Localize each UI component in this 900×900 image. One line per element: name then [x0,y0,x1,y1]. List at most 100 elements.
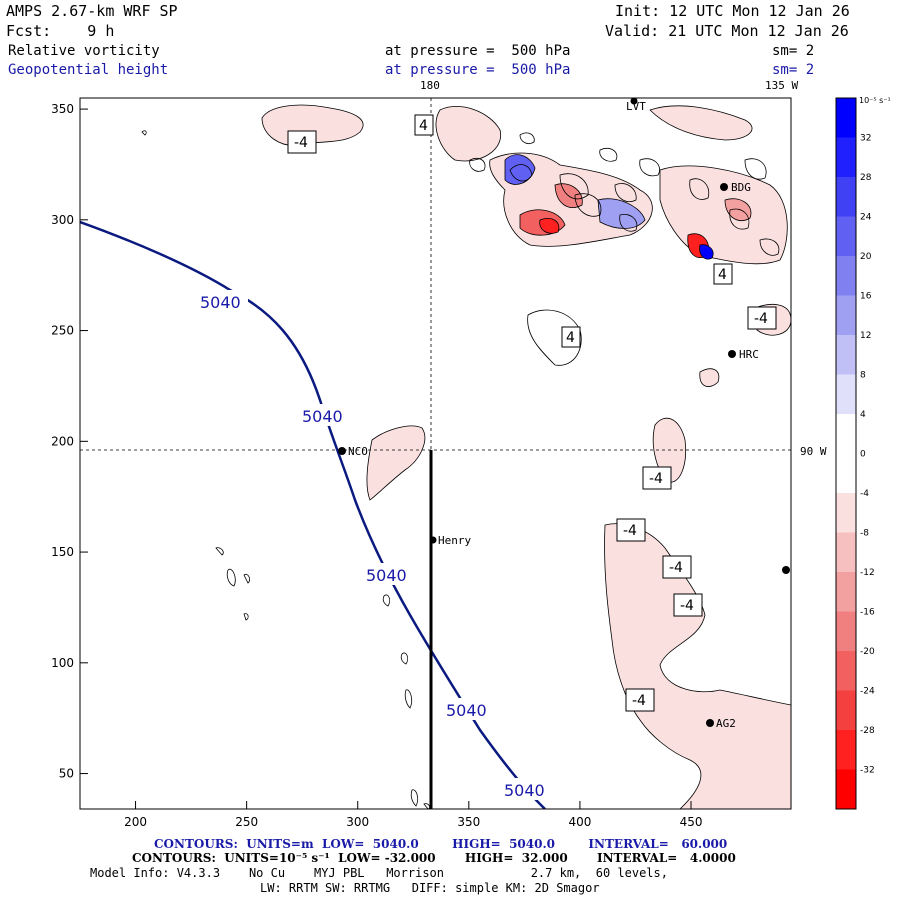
height-contour-5040 [80,220,546,809]
colorbar: 32 28 24 20 16 12 8 4 0 -4 -8 -12 -16 -20 -24 -28 -32 [835,97,875,810]
colorbar-swatch [836,730,856,770]
station-label-henry: Henry [438,534,471,547]
colorbar-tick-label: 8 [860,371,866,381]
station-label-nco: NCO [348,445,368,458]
colorbar-swatch [836,335,856,375]
station-label-lvt: LVT [626,100,646,113]
vorticity-label: -4 [754,311,768,327]
colorbar-swatch [836,769,856,810]
vorticity-region [435,106,501,162]
colorbar-swatch [836,374,856,415]
vorticity-region [604,523,791,809]
station-marker-bdg [720,183,728,191]
y-tick-label: 200 [51,434,74,448]
colorbar-frame [835,97,857,810]
x-tick-label: 250 [235,815,258,829]
y-tick-label: 50 [59,767,74,781]
station-marker-hrc [728,350,736,358]
valid-time: Valid: 21 UTC Mon 12 Jan 26 [605,22,849,40]
lon-label-135w: 135 W [765,79,799,92]
colorbar-swatch [836,611,856,652]
colorbar-tick-label: 16 [860,292,872,302]
y-tick-label: 150 [51,545,74,559]
colorbar-swatch [836,690,856,731]
colorbar-tick-label: 24 [860,213,872,223]
y-axis: 350 300 250 200 150 100 50 [51,102,88,781]
y-tick-label: 100 [51,656,74,670]
colorbar-swatch [836,532,856,573]
footer-physics: LW: RRTM SW: RRTMG DIFF: simple KM: 2D S… [260,881,600,895]
colorbar-swatch [836,572,856,612]
vorticity-label: -4 [623,523,637,539]
colorbar-swatch [836,651,856,691]
x-tick-label: 350 [457,815,480,829]
colorbar-tick-label: -20 [860,647,875,657]
forecast-hour: Fcst: 9 h [6,22,115,40]
vorticity-label: 4 [718,267,727,283]
colorbar-tick-label: -24 [860,687,875,697]
colorbar-tick-label: 0 [860,450,866,460]
vorticity-label: 4 [419,118,428,134]
field2-level: at pressure = 500 hPa [385,62,571,78]
init-time: Init: 12 UTC Mon 12 Jan 26 [615,2,850,20]
y-tick-label: 350 [51,102,74,116]
colorbar-swatch [836,414,856,454]
contour-label: 5040 [302,407,343,426]
station-marker-henry [429,536,437,544]
x-tick-label: 200 [124,815,147,829]
vorticity-label: -4 [669,560,683,576]
colorbar-swatch [836,295,856,336]
field2-name: Geopotential height [8,62,169,78]
vorticity-label: -4 [680,598,694,614]
vorticity-label: -4 [294,135,308,151]
colorbar-tick-label: -16 [860,608,875,618]
colorbar-tick-label: -12 [860,568,875,578]
station-marker-edge [782,566,790,574]
vorticity-region [527,309,582,366]
colorbar-swatch [836,98,856,138]
colorbar-swatch [836,453,856,494]
colorbar-swatch [836,256,856,296]
colorbar-tick-label: -32 [860,766,875,776]
vorticity-label: -4 [649,471,663,487]
station-marker-nco [338,447,346,455]
model-title: AMPS 2.67-km WRF SP [6,2,178,20]
plot-frame [79,97,792,810]
colorbar-unit: 10⁻⁵ s⁻¹ [859,96,891,105]
station-marker-ag2 [706,719,714,727]
footer-height-contours: CONTOURS: UNITS=m LOW= 5040.0 HIGH= 5040… [154,837,728,851]
footer-vorticity-contours: CONTOURS: UNITS=10⁻⁵ s⁻¹ LOW= -32.000 HI… [132,851,736,865]
colorbar-tick-label: 4 [860,410,866,420]
colorbar-tick-label: 32 [860,134,871,144]
small-contours [141,130,431,809]
x-tick-label: 300 [346,815,369,829]
colorbar-swatch [836,216,856,257]
colorbar-tick-label: -28 [860,726,875,736]
vorticity-label: 4 [566,330,575,346]
footer-model-info: Model Info: V4.3.3 No Cu MYJ PBL Morriso… [90,866,668,880]
contour-label: 5040 [504,781,545,800]
colorbar-tick-label: 28 [860,173,872,183]
vorticity-label: -4 [632,693,646,709]
lon-label-90w: 90 W [800,445,827,458]
colorbar-tick-label: -8 [860,529,869,539]
lon-label-180: 180 [420,79,440,92]
y-tick-label: 300 [51,213,74,227]
vorticity-cluster [469,132,788,265]
x-tick-label: 450 [680,815,703,829]
colorbar-swatch [836,137,856,178]
vorticity-region [261,104,364,146]
colorbar-swatch [836,493,856,533]
station-label-ag2: AG2 [716,717,736,730]
field1-name: Relative vorticity [8,43,160,59]
contour-label: 5040 [200,293,241,312]
vorticity-fields [80,98,791,809]
contour-label: 5040 [366,566,407,585]
station-label-hrc: HRC [739,348,759,361]
contour-label: 5040 [446,701,487,720]
vorticity-region [649,105,753,141]
field1-level: at pressure = 500 hPa [385,43,571,59]
colorbar-tick-label: 12 [860,331,871,341]
x-axis: 200 250 300 350 400 450 [124,801,702,829]
